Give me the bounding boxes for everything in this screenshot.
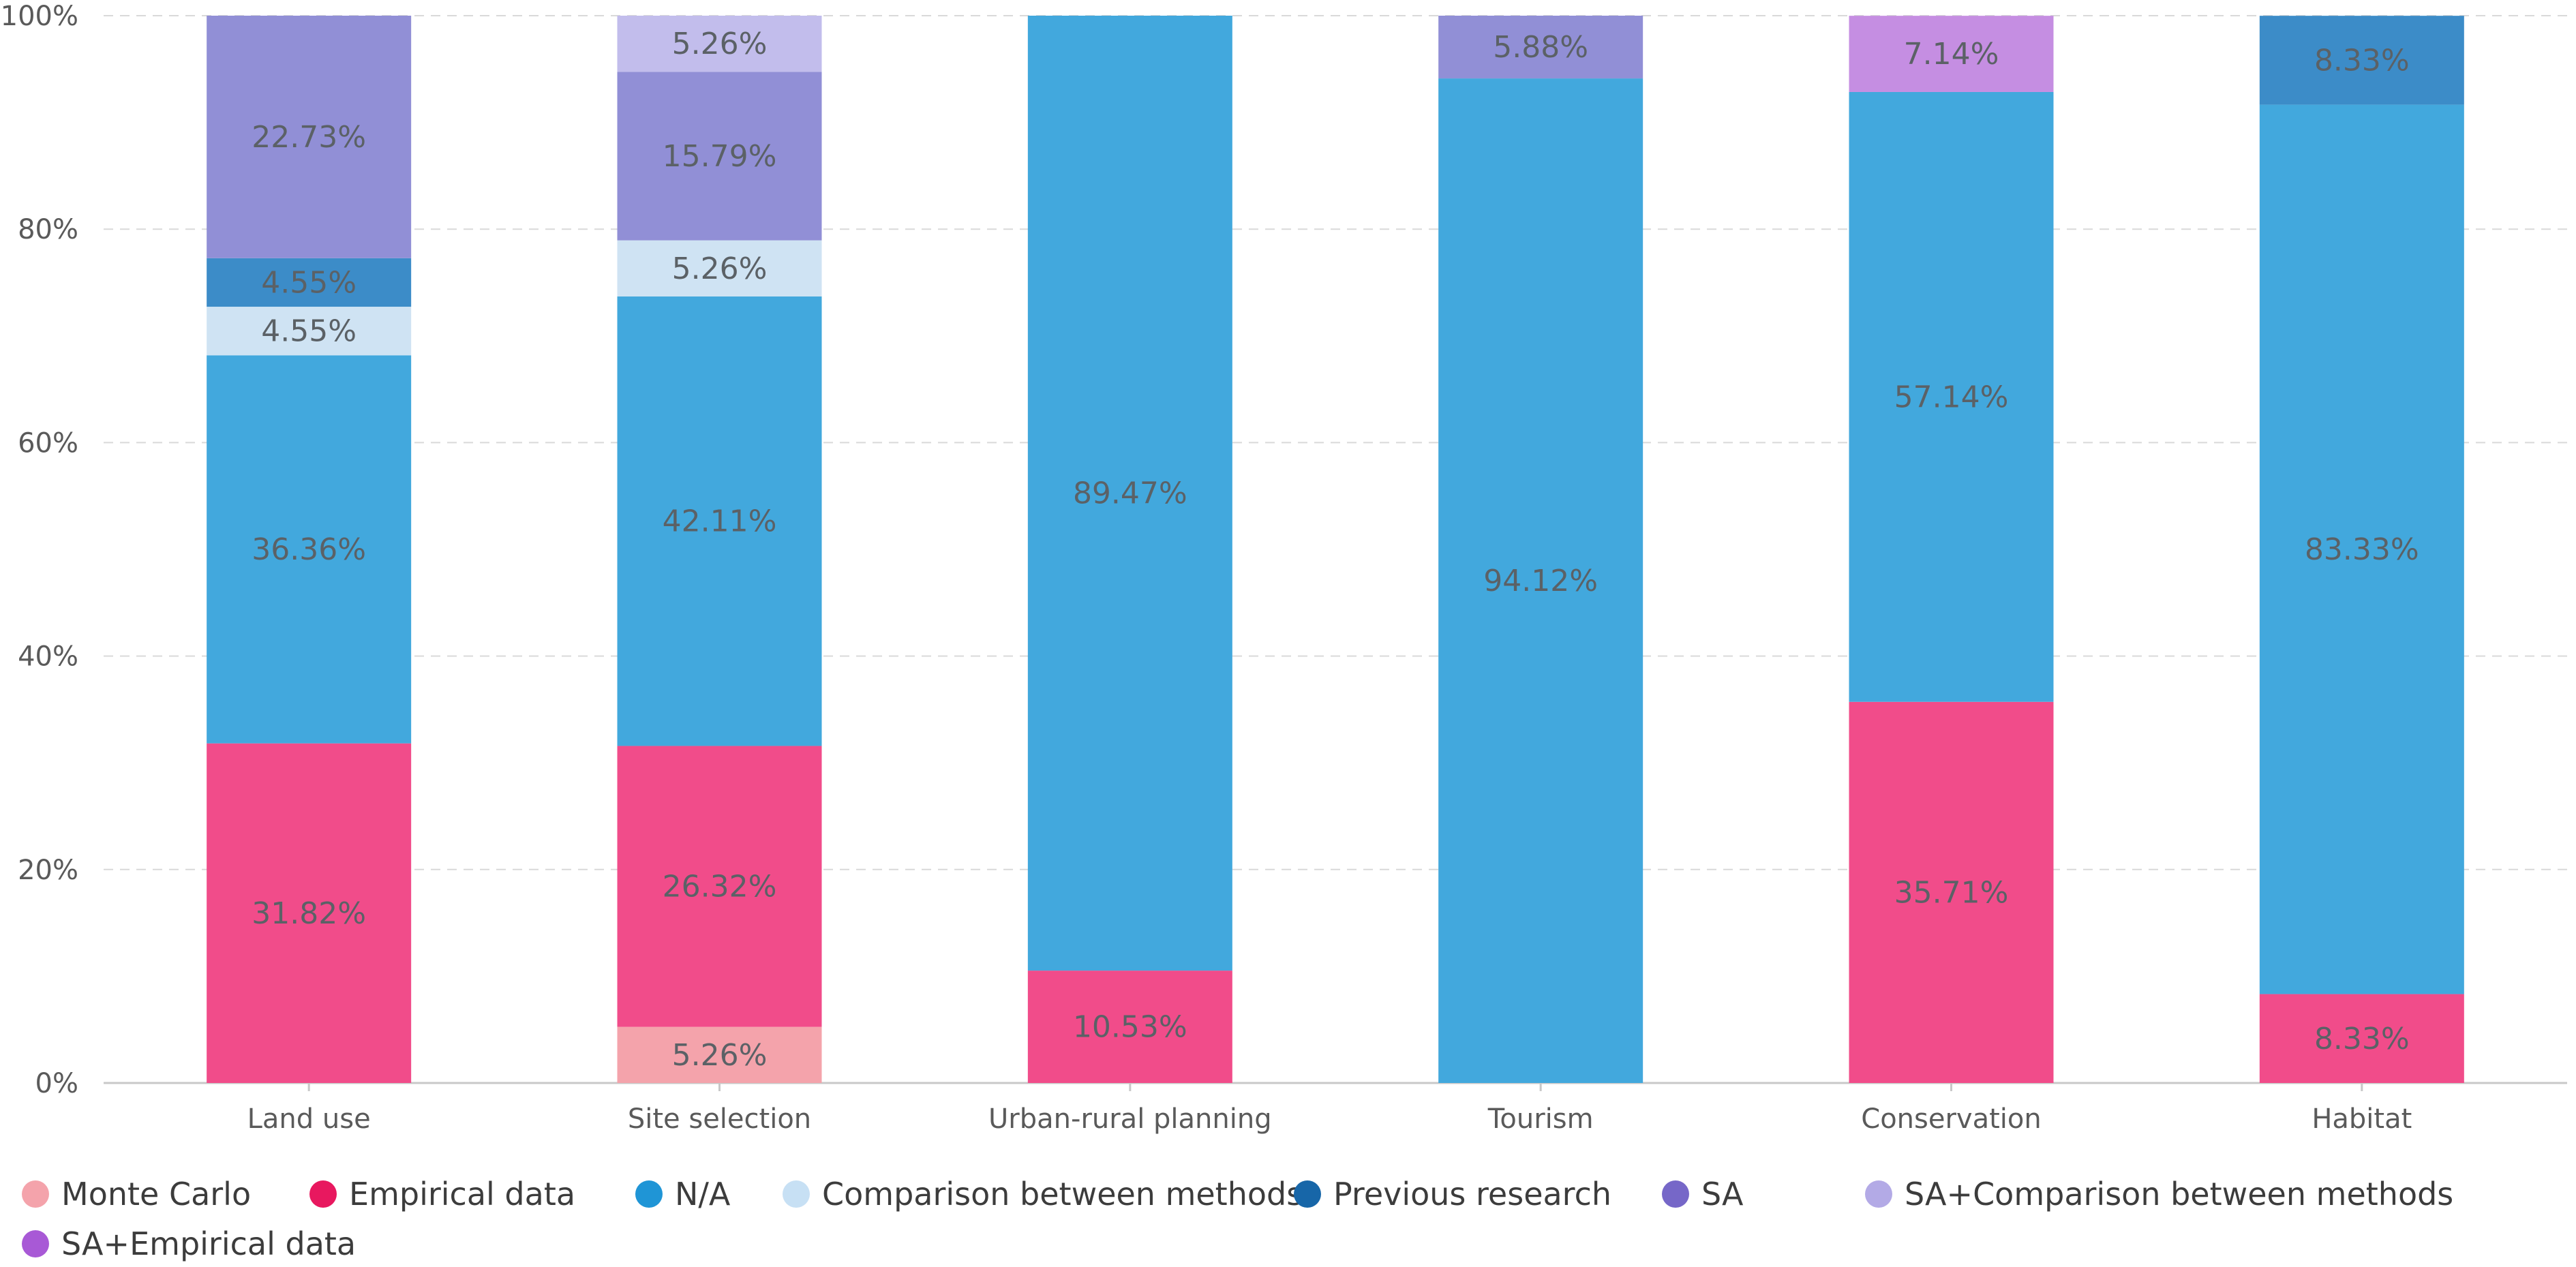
- data-label: 94.12%: [1483, 564, 1598, 598]
- bar-segment: [1849, 701, 2054, 1083]
- bar-segment: [2259, 104, 2464, 994]
- legend-label: SA+Empirical data: [61, 1225, 356, 1262]
- bar-segment: [2259, 16, 2464, 105]
- legend-marker: [1662, 1180, 1689, 1208]
- y-tick-label: 40%: [18, 641, 78, 673]
- data-label: 31.82%: [252, 896, 366, 931]
- y-tick-label: 80%: [18, 214, 78, 245]
- x-tick-label: Tourism: [1487, 1103, 1594, 1135]
- legend-label: SA: [1701, 1176, 1744, 1212]
- bar-segment: [207, 16, 412, 258]
- legend-marker: [1865, 1180, 1892, 1208]
- bar-segment: [207, 743, 412, 1083]
- bar-segment: [207, 355, 412, 744]
- data-label: 42.11%: [663, 504, 777, 539]
- bar-segment: [1438, 78, 1643, 1083]
- x-tick-label: Habitat: [2312, 1103, 2412, 1135]
- bar-segment: [207, 307, 412, 356]
- data-label: 83.33%: [2305, 532, 2419, 567]
- data-label: 22.73%: [252, 120, 366, 155]
- data-label: 57.14%: [1894, 380, 2009, 414]
- legend-label: SA+Comparison between methods: [1905, 1176, 2453, 1212]
- bar-segment: [617, 1026, 822, 1083]
- legend-label: Previous research: [1333, 1176, 1611, 1212]
- gridlines: [104, 15, 2567, 1084]
- legend-label: Monte Carlo: [61, 1176, 251, 1212]
- legend-label: Empirical data: [349, 1176, 575, 1212]
- bar-segment: [1438, 16, 1643, 79]
- data-label: 4.55%: [261, 265, 357, 300]
- bars: 31.82% 36.36% 4.55% 4.55% 22.73% 5.26% 26.32% 4…: [207, 16, 2464, 1083]
- y-tick-label: 60%: [18, 427, 78, 459]
- legend-label: N/A: [675, 1176, 731, 1212]
- bar-segment: [617, 16, 822, 72]
- data-label: 35.71%: [1894, 875, 2009, 910]
- x-tick-label: Land use: [247, 1103, 371, 1135]
- data-label: 10.53%: [1073, 1010, 1187, 1045]
- bar-segment: [1849, 91, 2054, 702]
- bar-segment: [617, 240, 822, 297]
- y-tick-label: 20%: [18, 855, 78, 886]
- x-tick-label: Site selection: [628, 1103, 811, 1135]
- data-label: 5.88%: [1493, 30, 1588, 65]
- x-tick-label: Conservation: [1861, 1103, 2041, 1135]
- data-label: 7.14%: [1904, 37, 1999, 72]
- data-label: 5.26%: [672, 27, 768, 61]
- bar-segment: [617, 72, 822, 241]
- legend: Monte Carlo Empirical data N/A Comparison b…: [22, 1176, 2453, 1262]
- legend-marker: [22, 1180, 49, 1208]
- bar-segment: [617, 746, 822, 1027]
- bar-segment: [617, 296, 822, 746]
- data-label: 89.47%: [1073, 476, 1187, 511]
- legend-marker: [22, 1230, 49, 1257]
- legend-label: Comparison between methods: [822, 1176, 1303, 1212]
- bar-segment: [2259, 994, 2464, 1083]
- data-label: 5.26%: [672, 1038, 768, 1073]
- bar-segment: [1849, 16, 2054, 92]
- legend-marker: [783, 1180, 810, 1208]
- data-label: 36.36%: [252, 532, 366, 567]
- bar-segment: [1027, 971, 1232, 1083]
- legend-marker: [635, 1180, 663, 1208]
- y-axis-ticks: 0% 20% 40% 60% 80% 100%: [1, 1, 78, 1099]
- data-label: 15.79%: [663, 139, 777, 174]
- data-label: 5.26%: [672, 251, 768, 286]
- data-label: 4.55%: [261, 314, 357, 349]
- y-tick-label: 100%: [1, 1, 78, 32]
- legend-marker: [309, 1180, 337, 1208]
- y-tick-label: 0%: [35, 1068, 78, 1099]
- bar-segment: [207, 258, 412, 307]
- legend-marker: [1294, 1180, 1321, 1208]
- x-tick-label: Urban-rural planning: [988, 1103, 1272, 1135]
- bar-segment: [1027, 16, 1232, 971]
- x-axis-ticks: Land use Site selection Urban-rural planni…: [247, 1083, 2412, 1135]
- data-label: 8.33%: [2314, 43, 2410, 78]
- data-label: 26.32%: [663, 870, 777, 904]
- data-label: 8.33%: [2314, 1022, 2410, 1056]
